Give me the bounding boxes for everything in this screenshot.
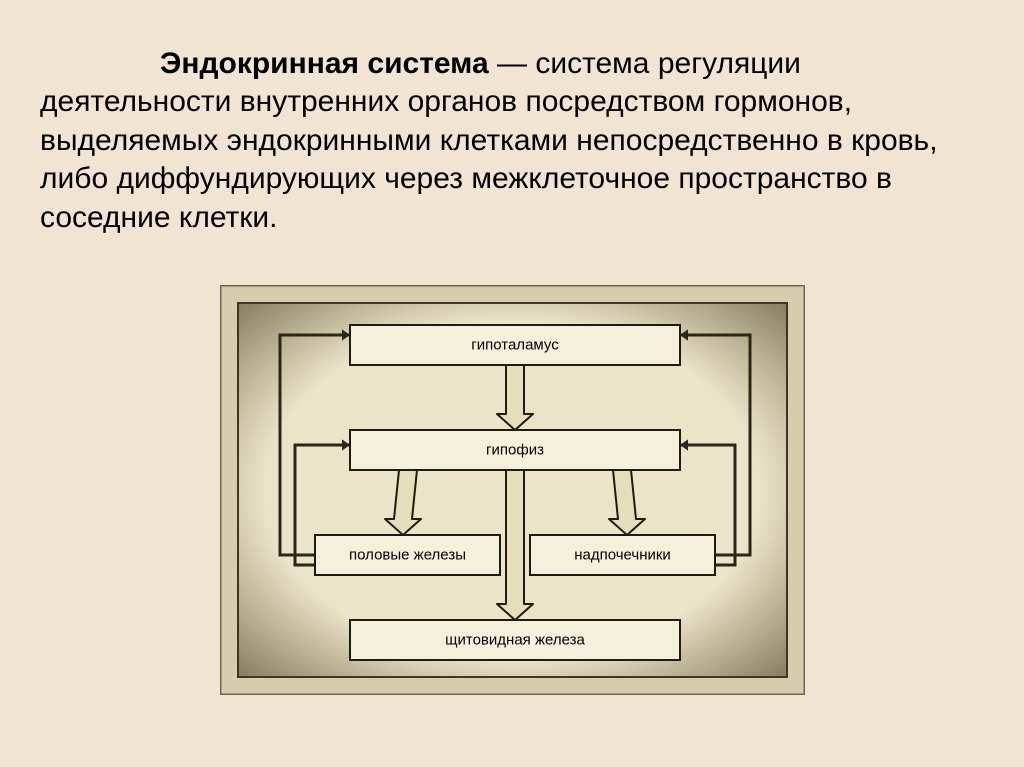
node-label-gonads: половые железы — [349, 547, 466, 564]
node-label-thyroid: щитовидная железа — [445, 632, 585, 649]
node-label-hypothalamus: гипоталамус — [471, 337, 559, 354]
title-bold: Эндокринная система — [160, 47, 489, 80]
endocrine-diagram: гипоталамус гипофиз половые железы надпочеч… — [220, 285, 805, 695]
dash: — — [489, 47, 536, 80]
slide: Эндокринная система — система регуляции … — [0, 0, 1024, 767]
paragraph: Эндокринная система — система регуляции … — [40, 45, 990, 237]
node-label-adrenals: надпочечники — [574, 547, 671, 564]
node-label-pituitary: гипофиз — [486, 442, 544, 459]
